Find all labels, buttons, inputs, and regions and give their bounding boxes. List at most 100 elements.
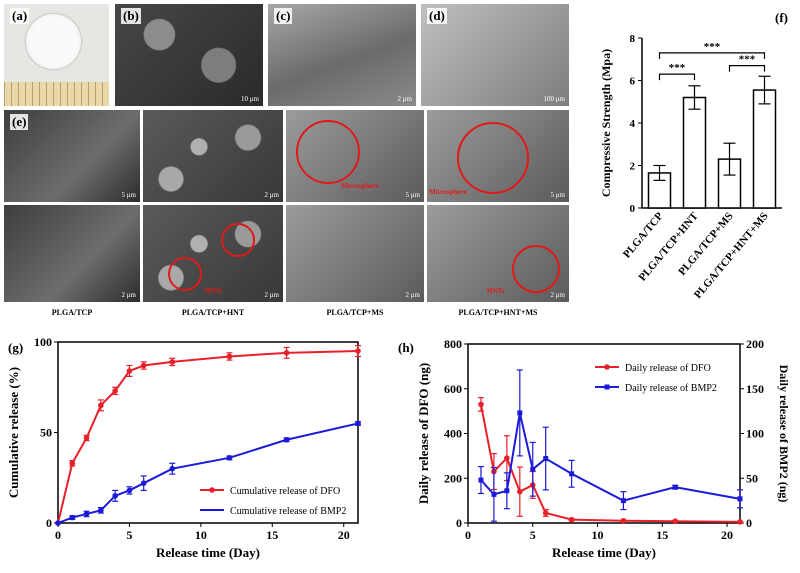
bar <box>682 96 707 209</box>
scale-bar: 100 μm <box>543 95 565 103</box>
y-tick-label: 0 <box>46 516 52 530</box>
data-point <box>283 350 290 356</box>
data-point <box>542 510 549 516</box>
data-point <box>83 435 90 441</box>
panel-label: (e) <box>10 114 29 130</box>
microsphere-marker <box>296 120 360 184</box>
significance-bracket <box>728 65 766 72</box>
x-tick-label: 20 <box>338 528 350 542</box>
x-tick-label: 15 <box>266 528 278 542</box>
y-tick-label: 100 <box>34 335 52 349</box>
panel-label: (f) <box>775 10 788 25</box>
x-tick-label: 10 <box>195 528 207 542</box>
hnt-marker <box>168 257 202 291</box>
data-point <box>69 514 76 521</box>
legend-label: Cumulative release of DFO <box>230 486 340 497</box>
significance-bracket <box>658 52 766 59</box>
panel-label: (a) <box>10 8 30 24</box>
sem-caption: PLGA/TCP+HNT <box>181 308 245 317</box>
y-right-tick-label: 0 <box>746 516 752 530</box>
sem-image-6: HNTs 2 μm <box>143 205 283 302</box>
x-tick-label: 0 <box>465 528 471 542</box>
scaffold-photo <box>26 14 81 69</box>
sem-image-7: 2 μm <box>286 205 424 302</box>
scale-bar: 2 μm <box>121 291 136 299</box>
legend-label: Daily release of DFO <box>625 363 711 374</box>
panel-label: (b) <box>121 8 141 24</box>
sem-caption: PLGA/TCP+MS <box>326 308 384 317</box>
data-point <box>543 456 549 462</box>
data-point <box>517 488 523 495</box>
data-point <box>504 455 510 461</box>
photo-panel-d: (d) 100 μm <box>421 4 569 106</box>
data-point <box>69 460 76 467</box>
y-axis-label: Daily release of DFO (ng) <box>416 363 431 504</box>
x-tick-label: PLGA/TCP+HNT <box>637 210 702 284</box>
legend-marker <box>604 364 610 370</box>
panel-label: (g) <box>8 340 23 355</box>
data-point <box>491 491 497 497</box>
data-point <box>355 420 361 427</box>
sem-image-5: 2 μm <box>4 205 140 302</box>
y-tick-label: 200 <box>444 471 462 485</box>
scale-bar: 5 μm <box>550 191 565 199</box>
data-point <box>517 410 523 416</box>
sem-image-1: (e) 5 μm <box>4 110 140 202</box>
microsphere-tag: Microsphere <box>429 188 467 196</box>
sem-image-8: HNTs 2 μm <box>427 205 569 302</box>
scale-bar: 10 μm <box>241 95 259 103</box>
hnt-marker <box>221 223 255 257</box>
scale-bar: 2 μm <box>550 291 565 299</box>
series-line <box>57 350 359 524</box>
series-line <box>480 412 741 502</box>
data-point <box>569 471 575 477</box>
data-point <box>226 455 233 461</box>
y-tick-label: 800 <box>444 337 462 351</box>
y-tick-label: 4 <box>630 118 636 130</box>
scale-bar: 2 μm <box>264 291 279 299</box>
data-point <box>568 516 575 523</box>
y-right-tick-label: 50 <box>746 471 758 485</box>
data-point <box>98 402 104 409</box>
panel-label: (h) <box>398 340 414 355</box>
scale-bar: 2 μm <box>264 191 279 199</box>
data-point <box>112 388 118 394</box>
x-tick-label: 0 <box>55 528 61 542</box>
x-tick-label: 20 <box>721 528 733 542</box>
y-right-tick-label: 100 <box>746 427 764 441</box>
significance-label: *** <box>704 41 721 53</box>
ruler <box>4 82 109 106</box>
y-tick-label: 6 <box>630 76 636 88</box>
data-point <box>169 465 176 472</box>
bar <box>752 89 777 209</box>
panel-label: (d) <box>427 8 447 24</box>
y-tick-label: 8 <box>630 33 636 45</box>
scale-bar: 5 μm <box>121 191 136 199</box>
significance-bracket <box>658 73 696 81</box>
data-point <box>126 368 133 374</box>
significance-label: *** <box>739 54 756 66</box>
y-axis-label: Cumulative release (%) <box>6 367 21 498</box>
y-tick-label: 0 <box>630 203 636 215</box>
chart-f: (f) 0 2 4 6 8 Compressive Strength (Mpa) PLGA/T… <box>599 10 788 301</box>
panel-label: (c) <box>274 8 293 24</box>
data-point <box>140 480 147 486</box>
data-point <box>672 484 678 490</box>
data-point <box>504 488 510 494</box>
x-axis-label: Release time (Day) <box>552 545 656 560</box>
data-point <box>530 466 536 472</box>
microsphere-marker <box>457 122 529 194</box>
data-point <box>226 353 233 360</box>
sem-image-2: 2 μm <box>143 110 283 202</box>
photo-panel-b: (b) 10 μm <box>115 4 263 106</box>
y-tick-label: 400 <box>444 427 462 441</box>
sem-image-3: Microsphere 5 μm <box>286 110 424 202</box>
y-tick-label: 600 <box>444 382 462 396</box>
data-point <box>55 520 61 526</box>
data-point <box>98 507 104 514</box>
sem-image-4: Microsphere 5 μm <box>427 110 569 202</box>
data-point <box>126 487 133 494</box>
data-point <box>283 436 290 443</box>
y-tick-label: 0 <box>456 516 462 530</box>
y-tick-label: 50 <box>40 426 52 440</box>
